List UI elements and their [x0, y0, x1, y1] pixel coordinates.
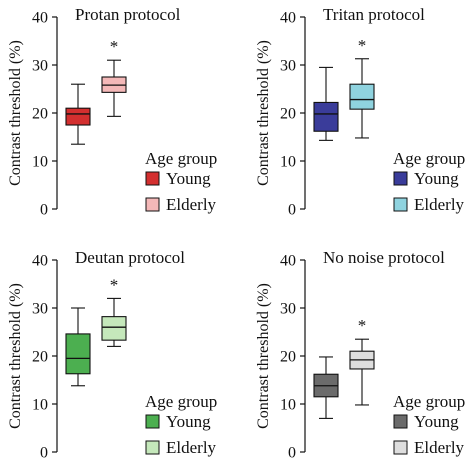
y-tick-label: 10: [32, 154, 48, 171]
box-iqr: [65, 107, 91, 126]
y-tick-label: 0: [288, 445, 296, 458]
legend-title: Age group: [145, 149, 217, 168]
panel-2: 0 10 20 30 40 Contrast threshold (%) Tritan pr…: [255, 5, 465, 219]
legend-title: Age group: [393, 392, 465, 411]
y-tick-label: 30: [280, 301, 296, 318]
y-tick-label: 0: [40, 445, 48, 458]
y-axis-label: Contrast threshold (%): [255, 40, 272, 186]
legend-swatch-elderly: [145, 440, 160, 455]
legend-label-young: Young: [166, 412, 211, 431]
legend-label-young: Young: [166, 169, 211, 188]
y-tick-label: 20: [280, 106, 296, 123]
box-elderly: [349, 58, 375, 139]
y-tick-label: 20: [32, 349, 48, 366]
legend-label-elderly: Elderly: [166, 438, 217, 457]
box-elderly: [349, 338, 375, 406]
panel-title: No noise protocol: [323, 248, 445, 267]
legend-label-elderly: Elderly: [166, 195, 217, 214]
significance-star: *: [110, 37, 119, 56]
legend-swatch-elderly: [145, 197, 160, 212]
y-tick-label: 0: [288, 202, 296, 219]
legend-label-elderly: Elderly: [414, 195, 465, 214]
box-young: [65, 307, 91, 387]
y-tick-label: 20: [280, 349, 296, 366]
box-young: [65, 83, 91, 145]
y-axis-label: Contrast threshold (%): [7, 283, 24, 429]
legend-swatch-elderly: [393, 197, 408, 212]
y-tick-label: 10: [280, 154, 296, 171]
panel-title: Protan protocol: [75, 5, 181, 24]
panel-3: 0 10 20 30 40 Contrast threshold (%) Deutan pr…: [7, 248, 217, 458]
box-iqr: [349, 83, 375, 110]
legend-label-young: Young: [414, 169, 459, 188]
box-young: [313, 66, 339, 141]
panel-title: Tritan protocol: [323, 5, 425, 24]
panel-1: 0 10 20 30 40 Contrast threshold (%) Protan pr…: [7, 5, 217, 219]
significance-star: *: [358, 36, 367, 55]
y-axis-label: Contrast threshold (%): [7, 40, 24, 186]
y-tick-label: 30: [32, 58, 48, 75]
y-tick-label: 10: [280, 397, 296, 414]
significance-star: *: [110, 275, 119, 294]
significance-star: *: [358, 316, 367, 335]
legend-swatch-young: [145, 171, 160, 186]
legend-swatch-elderly: [393, 440, 408, 455]
y-tick-label: 10: [32, 397, 48, 414]
y-tick-label: 30: [280, 58, 296, 75]
box-iqr: [101, 316, 127, 341]
box-elderly: [101, 59, 127, 117]
y-tick-label: 40: [280, 253, 296, 270]
y-tick-label: 40: [32, 253, 48, 270]
legend-swatch-young: [393, 414, 408, 429]
y-tick-label: 30: [32, 301, 48, 318]
box-elderly: [101, 297, 127, 347]
legend-title: Age group: [393, 149, 465, 168]
legend-swatch-young: [145, 414, 160, 429]
panel-title: Deutan protocol: [75, 248, 185, 267]
box-iqr: [65, 333, 91, 375]
legend-swatch-young: [393, 171, 408, 186]
y-tick-label: 0: [40, 202, 48, 219]
panel-4: 0 10 20 30 40 Contrast threshold (%) No noise …: [255, 248, 465, 458]
y-tick-label: 40: [280, 10, 296, 27]
y-tick-label: 20: [32, 106, 48, 123]
box-young: [313, 356, 339, 419]
legend-label-elderly: Elderly: [414, 438, 465, 457]
legend-title: Age group: [145, 392, 217, 411]
y-axis-label: Contrast threshold (%): [255, 283, 272, 429]
legend-label-young: Young: [414, 412, 459, 431]
box-iqr: [313, 101, 339, 132]
y-tick-label: 40: [32, 10, 48, 27]
